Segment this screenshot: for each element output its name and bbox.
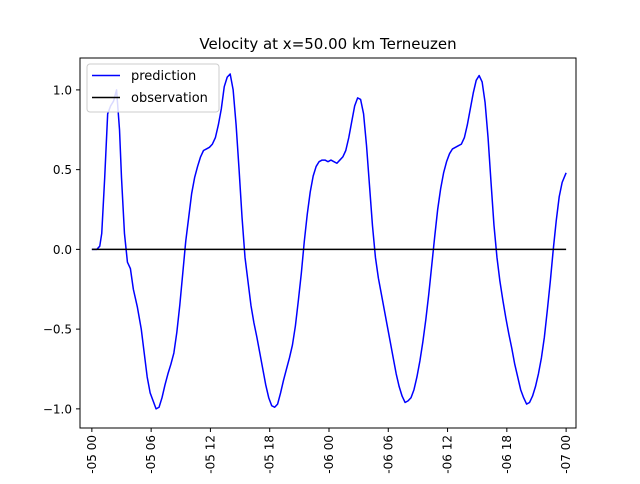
- legend: prediction observation: [86, 63, 220, 113]
- y-tick-label: 0.5: [53, 163, 72, 177]
- plot-frame: [79, 57, 577, 429]
- y-tick-label: −1.0: [43, 402, 72, 416]
- x-tick-label: -06 18: [500, 435, 514, 474]
- y-tick-label: −0.5: [43, 323, 72, 337]
- plot-area: [79, 57, 577, 429]
- x-tick-label: -06 06: [381, 435, 395, 474]
- x-tick-label: -05 12: [203, 435, 217, 474]
- series-line-prediction: [91, 73, 567, 410]
- chart-title: Velocity at x=50.00 km Terneuzen: [199, 35, 456, 53]
- x-tick-label: -05 06: [144, 435, 158, 474]
- x-axis-ticks: -05 00 -05 06 -05 12 -05 18 -06 00 -06 06 -06 …: [85, 428, 573, 474]
- y-tick-label: 0.0: [53, 243, 72, 257]
- y-axis-ticks: 1.0 0.5 0.0 −0.5 −1.0: [43, 83, 80, 416]
- x-tick-label: -06 00: [322, 435, 336, 474]
- legend-label-prediction: prediction: [131, 69, 196, 84]
- legend-label-observation: observation: [131, 91, 208, 106]
- series-layer: [91, 73, 567, 410]
- x-tick-label: -06 12: [441, 435, 455, 474]
- x-tick-label: -05 00: [85, 435, 99, 474]
- x-tick-label: -07 00: [559, 435, 573, 474]
- x-tick-label: -05 18: [263, 435, 277, 474]
- y-tick-label: 1.0: [53, 83, 72, 97]
